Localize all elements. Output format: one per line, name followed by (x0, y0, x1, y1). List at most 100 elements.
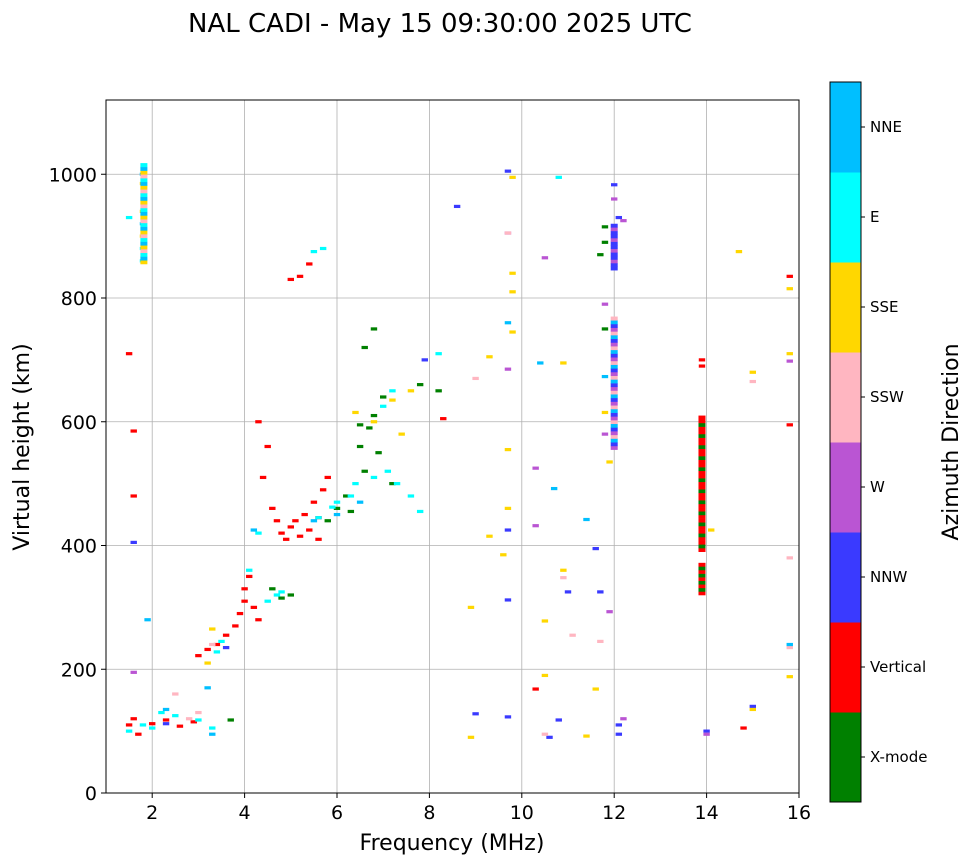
data-column-segment (698, 525, 706, 530)
colorbar-tick-label: NNW (870, 568, 907, 586)
data-column-segment (610, 331, 618, 336)
colorbar-swatch (830, 352, 861, 443)
data-point (504, 367, 512, 371)
data-point (361, 345, 368, 350)
data-column-segment (140, 196, 148, 201)
data-point (601, 432, 609, 436)
y-tick-label: 200 (61, 659, 97, 681)
data-column-segment (610, 259, 618, 264)
data-column-segment (610, 386, 618, 391)
data-column-segment (140, 237, 148, 242)
data-column-segment (610, 360, 618, 365)
colorbar-swatch (830, 622, 861, 713)
data-point (255, 420, 262, 424)
data-point (209, 726, 216, 730)
y-tick-label: 600 (61, 412, 97, 434)
data-point (301, 512, 308, 517)
data-point (532, 687, 539, 691)
data-column-segment (610, 255, 618, 260)
data-point (222, 645, 230, 650)
data-column-segment (698, 444, 706, 449)
data-column-segment (610, 405, 618, 410)
data-point (195, 718, 202, 722)
data-point (786, 675, 793, 679)
data-column-segment (610, 390, 618, 395)
data-column-segment (610, 248, 618, 253)
data-column-segment (698, 562, 706, 567)
data-column-segment (698, 507, 706, 512)
data-column-segment (140, 219, 148, 224)
data-point (389, 389, 396, 393)
data-column-segment (610, 394, 618, 399)
data-point (786, 423, 793, 427)
data-point (264, 599, 271, 603)
data-column-segment (698, 529, 706, 534)
data-point (255, 618, 262, 622)
data-column-segment (698, 548, 706, 552)
data-point (296, 534, 304, 538)
data-point (273, 519, 281, 523)
data-point (250, 605, 258, 609)
data-column-segment (610, 420, 618, 425)
data-point (472, 712, 479, 716)
data-point (583, 734, 590, 738)
data-point (333, 500, 341, 504)
data-point (597, 590, 604, 594)
data-point (343, 494, 350, 498)
data-point (601, 374, 609, 379)
y-tick-label: 800 (61, 288, 97, 310)
data-point (509, 175, 516, 179)
data-column-segment (610, 323, 618, 328)
data-point (541, 732, 549, 736)
data-column-segment (610, 266, 618, 271)
data-point (393, 482, 401, 486)
data-column-segment (698, 518, 706, 523)
data-column-segment (698, 448, 706, 453)
data-point (389, 482, 396, 486)
data-point (135, 732, 142, 736)
data-point (375, 451, 382, 455)
data-point (250, 528, 258, 532)
data-point (564, 590, 572, 594)
data-point (310, 500, 318, 504)
data-point (278, 596, 285, 600)
data-column-segment (698, 422, 706, 427)
data-point (504, 715, 512, 719)
data-point (227, 718, 234, 722)
data-point (435, 389, 442, 393)
colorbar: X-mode Vertical NNW W SSW SSE E NNE (829, 81, 927, 803)
data-point (282, 537, 290, 541)
data-point (255, 531, 262, 535)
data-point (453, 204, 461, 209)
data-column-segment (610, 401, 618, 406)
data-point (380, 404, 387, 408)
data-column-segment (698, 481, 706, 486)
data-column-segment (698, 470, 706, 475)
data-column-segment (610, 349, 618, 354)
data-column-segment (698, 566, 706, 571)
data-point (407, 389, 415, 393)
data-point (213, 642, 221, 647)
x-tick-label: 14 (695, 802, 719, 824)
colorbar-swatch (830, 172, 861, 263)
data-point (611, 183, 618, 187)
data-column-segment (140, 200, 148, 205)
colorbar-tick-label: SSE (870, 298, 899, 316)
data-point (601, 410, 609, 415)
data-point (356, 444, 364, 449)
data-point (615, 732, 623, 736)
data-point (269, 587, 276, 591)
data-point (611, 197, 618, 201)
data-point (500, 553, 507, 557)
data-point (347, 494, 355, 498)
data-point (380, 395, 387, 399)
data-point (509, 290, 516, 294)
data-column-segment (610, 442, 618, 447)
data-point (606, 610, 613, 614)
data-column-segment (698, 496, 706, 501)
data-column-segment (140, 174, 148, 179)
x-tick-label: 2 (146, 802, 158, 824)
colorbar-frame (829, 81, 862, 803)
data-point (333, 512, 341, 517)
data-column-segment (610, 346, 618, 351)
